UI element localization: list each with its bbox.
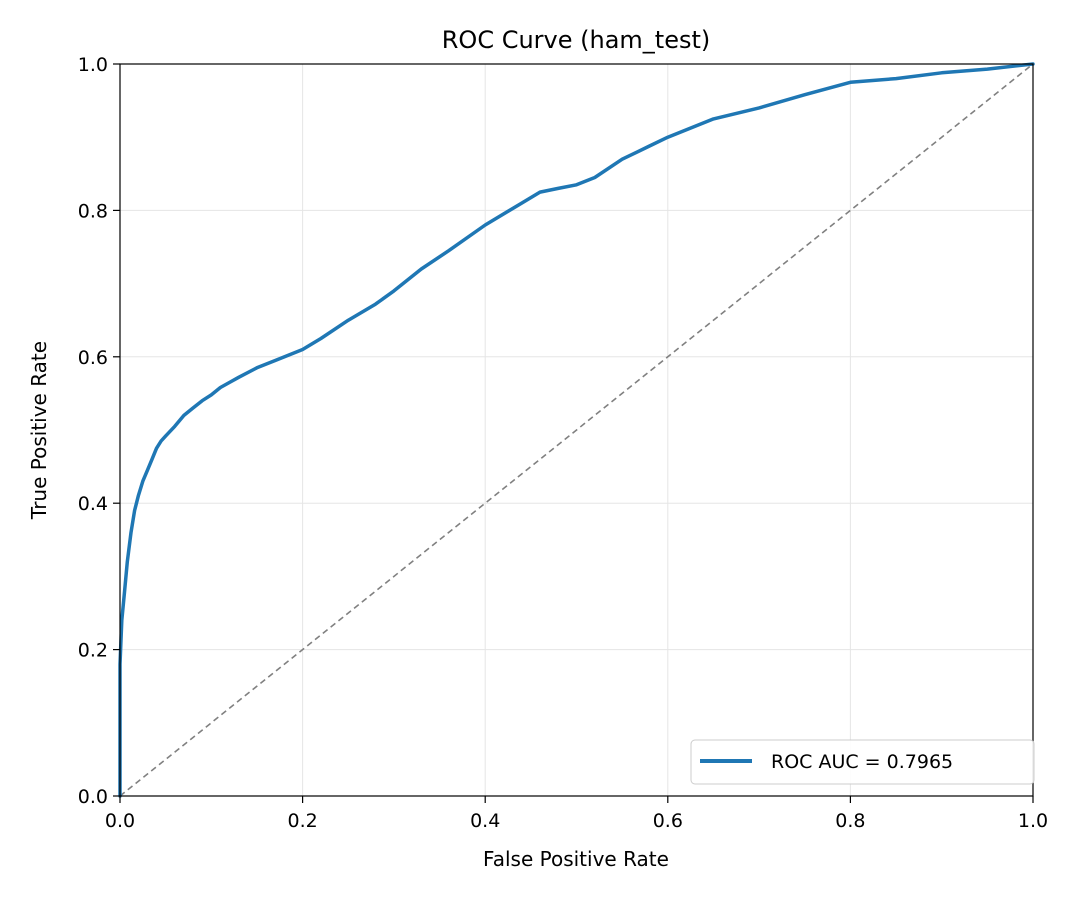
series-layer: [118, 62, 1035, 798]
x-axis-label: False Positive Rate: [483, 847, 669, 871]
legend: ROC AUC = 0.7965: [690, 739, 1035, 785]
grid-lines: [119, 63, 1034, 797]
x-tick-label: 1.0: [1018, 810, 1048, 832]
axis-ticks: 0.0 0.2 0.4 0.6 0.8 1.0 0.0 0.2 0.4 0.6 0.8 1.0: [78, 54, 1048, 832]
roc-curve-line: [118, 62, 1035, 798]
y-axis-label: True Positive Rate: [27, 341, 51, 520]
plot-frame: [119, 63, 1034, 797]
x-tick-label: 0.6: [653, 810, 683, 832]
y-tick-label: 0.6: [78, 347, 108, 369]
y-tick-label: 0.4: [78, 493, 108, 515]
x-tick-label: 0.8: [835, 810, 865, 832]
x-tick-label: 0.0: [105, 810, 135, 832]
y-tick-label: 0.2: [78, 640, 108, 662]
legend-box: [690, 739, 1035, 785]
x-tick-label: 0.4: [470, 810, 500, 832]
y-tick-label: 0.8: [78, 200, 108, 222]
chance-diagonal-line: [119, 63, 1034, 797]
chance-line-layer: [119, 63, 1034, 797]
y-tick-label: 1.0: [78, 54, 108, 76]
chart-title: ROC Curve (ham_test): [442, 26, 711, 54]
x-tick-label: 0.2: [287, 810, 317, 832]
legend-label-roc: ROC AUC = 0.7965: [771, 751, 953, 773]
y-tick-label: 0.0: [78, 786, 108, 808]
